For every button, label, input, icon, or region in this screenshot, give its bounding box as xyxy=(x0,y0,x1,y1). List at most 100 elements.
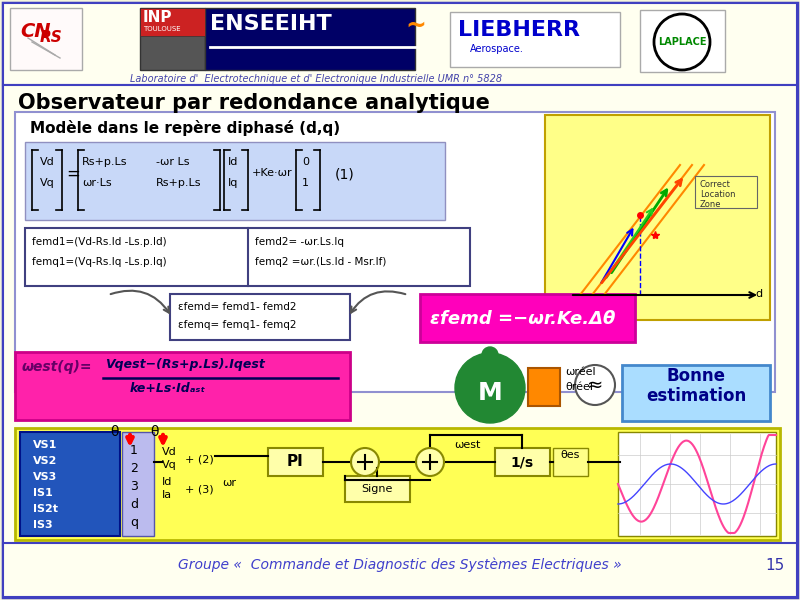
Text: Rs+p.Ls: Rs+p.Ls xyxy=(82,157,127,167)
Text: Vq: Vq xyxy=(162,460,177,470)
Text: Modèle dans le repère diphasé (d,q): Modèle dans le repère diphasé (d,q) xyxy=(30,120,340,136)
Bar xyxy=(528,368,560,406)
Text: Id: Id xyxy=(162,477,172,487)
Text: 0: 0 xyxy=(302,157,309,167)
Bar xyxy=(622,365,770,421)
Bar xyxy=(25,142,445,220)
Bar xyxy=(345,476,410,502)
Text: Signe: Signe xyxy=(362,484,393,494)
Bar xyxy=(450,12,620,67)
Bar xyxy=(545,115,770,320)
Text: + (2): + (2) xyxy=(185,455,214,465)
Text: -ωr Ls: -ωr Ls xyxy=(156,157,190,167)
Text: TOULOUSE: TOULOUSE xyxy=(143,26,181,32)
Text: =: = xyxy=(66,165,80,183)
Bar xyxy=(140,8,205,70)
Text: q: q xyxy=(130,516,138,529)
Bar xyxy=(3,85,797,545)
Text: ωr·Ls: ωr·Ls xyxy=(82,178,112,188)
Text: ≈: ≈ xyxy=(587,376,603,395)
Text: 3: 3 xyxy=(130,480,138,493)
Text: Vqest−(Rs+p.Ls).Iqest: Vqest−(Rs+p.Ls).Iqest xyxy=(105,358,265,371)
Text: Id: Id xyxy=(228,157,238,167)
Circle shape xyxy=(351,448,379,476)
Text: ~: ~ xyxy=(405,14,426,38)
Text: LAPLACE: LAPLACE xyxy=(658,37,706,47)
Text: θréel: θréel xyxy=(565,382,593,392)
Text: +Ke·ωr: +Ke·ωr xyxy=(252,168,293,178)
Text: Zone: Zone xyxy=(700,200,722,209)
Text: + (3): + (3) xyxy=(185,485,214,495)
Circle shape xyxy=(416,448,444,476)
Text: RS: RS xyxy=(40,30,62,45)
Text: VS2: VS2 xyxy=(33,456,58,466)
Text: (1): (1) xyxy=(335,168,354,182)
Text: θ: θ xyxy=(110,425,118,439)
Text: Groupe «  Commande et Diagnostic des Systèmes Electriques »: Groupe « Commande et Diagnostic des Syst… xyxy=(178,558,622,572)
Text: IS3: IS3 xyxy=(33,520,53,530)
Circle shape xyxy=(482,347,498,363)
Text: femd1=(Vd-Rs.Id -Ls.p.Id): femd1=(Vd-Rs.Id -Ls.p.Id) xyxy=(32,237,166,247)
Circle shape xyxy=(455,353,525,423)
Text: femd2= -ωr.Ls.Iq: femd2= -ωr.Ls.Iq xyxy=(255,237,344,247)
Text: θes: θes xyxy=(560,450,580,460)
Text: M: M xyxy=(478,381,502,405)
Text: Laboratoire d'  Electrotechnique et d' Electronique Industrielle UMR n° 5828: Laboratoire d' Electrotechnique et d' El… xyxy=(130,74,502,84)
Text: 1/s: 1/s xyxy=(510,455,534,469)
Text: Observateur par redondance analytique: Observateur par redondance analytique xyxy=(18,93,490,113)
Text: 1: 1 xyxy=(302,178,309,188)
Text: 2: 2 xyxy=(130,462,138,475)
Text: IS2t: IS2t xyxy=(33,504,58,514)
Text: Iq: Iq xyxy=(228,178,238,188)
Text: ENSEEIHT: ENSEEIHT xyxy=(210,14,332,34)
Bar xyxy=(15,428,780,540)
Text: ωréel: ωréel xyxy=(565,367,596,377)
Text: CN: CN xyxy=(20,22,50,41)
Text: εfemd =−ωr.Ke.Δθ: εfemd =−ωr.Ke.Δθ xyxy=(430,310,615,328)
Text: θ: θ xyxy=(150,425,158,439)
Text: Location: Location xyxy=(700,190,735,199)
Bar xyxy=(495,448,550,476)
Bar xyxy=(3,3,797,85)
Text: d: d xyxy=(755,289,762,299)
Text: εfemd= femd1- femd2: εfemd= femd1- femd2 xyxy=(178,302,297,312)
Text: femq2 =ωr.(Ls.Id - Msr.If): femq2 =ωr.(Ls.Id - Msr.If) xyxy=(255,257,386,267)
Text: εfemq= femq1- femq2: εfemq= femq1- femq2 xyxy=(178,320,297,330)
Text: Bonne
estimation: Bonne estimation xyxy=(646,367,746,406)
Bar xyxy=(420,294,635,342)
Text: ωest(q)=: ωest(q)= xyxy=(22,360,93,374)
Bar xyxy=(140,8,205,36)
Bar xyxy=(695,176,757,208)
Bar xyxy=(25,228,470,286)
Bar xyxy=(122,432,154,536)
Bar xyxy=(3,543,797,597)
Text: INP: INP xyxy=(143,10,173,25)
Text: VS3: VS3 xyxy=(33,472,58,482)
Text: 1: 1 xyxy=(130,444,138,457)
Bar xyxy=(205,8,415,70)
Text: IS1: IS1 xyxy=(33,488,53,498)
Text: Aerospace.: Aerospace. xyxy=(470,44,524,54)
Text: Vq: Vq xyxy=(40,178,54,188)
Bar xyxy=(15,112,775,392)
Text: VS1: VS1 xyxy=(33,440,58,450)
Text: Vd: Vd xyxy=(40,157,54,167)
Bar xyxy=(170,294,350,340)
Text: d: d xyxy=(130,498,138,511)
Text: Rs+p.Ls: Rs+p.Ls xyxy=(156,178,202,188)
Bar xyxy=(268,448,323,476)
Text: LIEBHERR: LIEBHERR xyxy=(458,20,580,40)
Circle shape xyxy=(654,14,710,70)
Bar xyxy=(20,432,120,536)
Text: Vd: Vd xyxy=(162,447,177,457)
Bar xyxy=(618,432,776,536)
Text: Ia: Ia xyxy=(162,490,172,500)
Text: ke+Ls·Idₐₛₜ: ke+Ls·Idₐₛₜ xyxy=(130,382,206,395)
Circle shape xyxy=(575,365,615,405)
Text: femq1=(Vq-Rs.Iq -Ls.p.Iq): femq1=(Vq-Rs.Iq -Ls.p.Iq) xyxy=(32,257,166,267)
Text: 15: 15 xyxy=(766,557,785,572)
Text: ωr: ωr xyxy=(222,478,236,488)
Bar xyxy=(640,10,725,72)
Bar xyxy=(15,352,350,420)
Bar xyxy=(10,8,82,70)
